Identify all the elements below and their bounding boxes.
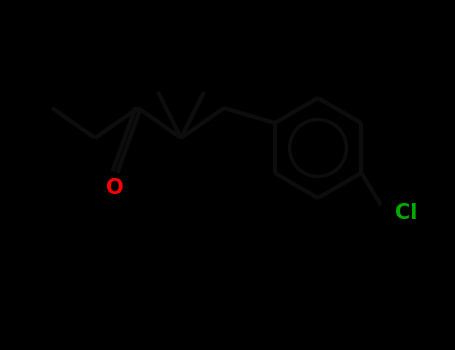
Text: Cl: Cl (395, 203, 417, 223)
Text: O: O (106, 178, 124, 198)
